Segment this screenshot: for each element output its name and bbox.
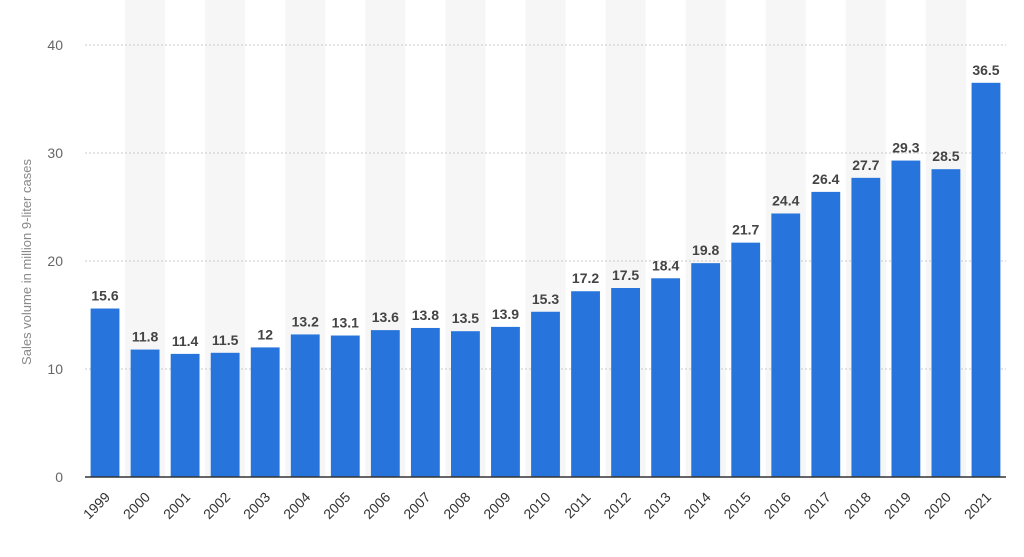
data-label-2002: 11.5 bbox=[212, 332, 239, 348]
x-tick-label-2019: 2019 bbox=[881, 489, 914, 522]
data-label-2005: 13.1 bbox=[332, 315, 359, 331]
bar-2004 bbox=[290, 334, 320, 477]
x-tick-label-2009: 2009 bbox=[480, 489, 513, 522]
x-tick-label-2012: 2012 bbox=[600, 489, 633, 522]
bar-2006 bbox=[370, 330, 400, 477]
data-label-2021: 36.5 bbox=[972, 62, 999, 78]
bar-2019 bbox=[891, 160, 921, 477]
x-tick-label-2011: 2011 bbox=[561, 489, 594, 522]
data-label-2017: 26.4 bbox=[812, 171, 839, 187]
bar-2018 bbox=[851, 177, 881, 477]
x-tick-label-2005: 2005 bbox=[320, 489, 353, 522]
data-label-2000: 11.8 bbox=[132, 329, 159, 345]
bar-2007 bbox=[410, 327, 440, 477]
data-label-2015: 21.7 bbox=[732, 222, 759, 238]
y-axis-label: Sales volume in million 9-liter cases bbox=[19, 159, 34, 365]
y-tick-label: 0 bbox=[55, 469, 63, 485]
data-label-1999: 15.6 bbox=[91, 288, 118, 304]
x-tick-label-2020: 2020 bbox=[921, 489, 954, 522]
bar-2017 bbox=[811, 191, 841, 477]
data-label-2014: 19.8 bbox=[692, 242, 719, 258]
x-tick-label-2001: 2001 bbox=[160, 489, 193, 522]
bar-2001 bbox=[170, 353, 200, 477]
data-labels: 15.6 11.8 11.4 11.5 12 13.2 13.1 13.6 13.8 13.5 13… bbox=[91, 62, 999, 349]
data-label-2008: 13.5 bbox=[452, 310, 479, 326]
bar-2008 bbox=[450, 331, 480, 477]
x-tick-label-2021: 2021 bbox=[961, 489, 994, 522]
bar-2000 bbox=[130, 349, 160, 477]
data-label-2001: 11.4 bbox=[172, 333, 199, 349]
y-tick-label: 40 bbox=[47, 37, 63, 53]
x-tick-label-2008: 2008 bbox=[440, 489, 473, 522]
bar-2011 bbox=[571, 291, 600, 477]
x-axis-ticks: 1999 2000 2001 2002 2003 2004 2005 2006 2007 2008… bbox=[80, 489, 994, 522]
bar-1999 bbox=[90, 308, 120, 477]
x-tick-label-2007: 2007 bbox=[400, 489, 433, 522]
data-label-2011: 17.2 bbox=[572, 270, 599, 286]
data-label-2009: 13.9 bbox=[492, 306, 519, 322]
bar-2013 bbox=[651, 278, 681, 477]
data-label-2003: 12 bbox=[257, 326, 273, 342]
bar-2002 bbox=[210, 352, 240, 477]
bar-2015 bbox=[731, 242, 761, 477]
x-tick-label-2016: 2016 bbox=[761, 489, 794, 522]
bar-2021 bbox=[971, 82, 1001, 478]
bar-2009 bbox=[491, 326, 520, 477]
data-label-2016: 24.4 bbox=[772, 192, 799, 208]
bar-2014 bbox=[691, 263, 721, 477]
y-tick-label: 20 bbox=[47, 253, 63, 269]
data-label-2013: 18.4 bbox=[652, 257, 679, 273]
data-label-2020: 28.5 bbox=[932, 148, 959, 164]
x-tick-label-2006: 2006 bbox=[360, 489, 393, 522]
bar-2016 bbox=[771, 213, 801, 478]
data-label-2018: 27.7 bbox=[852, 157, 879, 173]
x-tick-label-2014: 2014 bbox=[680, 489, 713, 522]
bars bbox=[90, 82, 1001, 478]
data-label-2019: 29.3 bbox=[892, 140, 919, 156]
x-tick-label-2002: 2002 bbox=[200, 489, 233, 522]
data-label-2007: 13.8 bbox=[412, 307, 439, 323]
data-label-2004: 13.2 bbox=[292, 313, 319, 329]
y-tick-label: 30 bbox=[47, 145, 63, 161]
x-tick-label-2000: 2000 bbox=[120, 489, 153, 522]
x-tick-label-2017: 2017 bbox=[801, 489, 834, 522]
y-axis-ticks: 0 10 20 30 40 bbox=[47, 37, 63, 485]
bar-2020 bbox=[931, 169, 961, 477]
bar-2010 bbox=[531, 311, 560, 477]
x-tick-label-2018: 2018 bbox=[841, 489, 874, 522]
bar-2005 bbox=[330, 335, 360, 477]
bar-2003 bbox=[250, 347, 280, 477]
x-tick-label-2013: 2013 bbox=[640, 489, 673, 522]
data-label-2012: 17.5 bbox=[612, 267, 639, 283]
x-tick-label-2010: 2010 bbox=[520, 489, 553, 522]
x-tick-label-2015: 2015 bbox=[720, 489, 753, 522]
data-label-2010: 15.3 bbox=[532, 291, 559, 307]
x-tick-label-1999: 1999 bbox=[80, 489, 113, 522]
bar-2012 bbox=[611, 288, 641, 477]
data-label-2006: 13.6 bbox=[372, 309, 399, 325]
y-tick-label: 10 bbox=[47, 361, 63, 377]
x-tick-label-2004: 2004 bbox=[280, 489, 313, 522]
x-tick-label-2003: 2003 bbox=[240, 489, 273, 522]
